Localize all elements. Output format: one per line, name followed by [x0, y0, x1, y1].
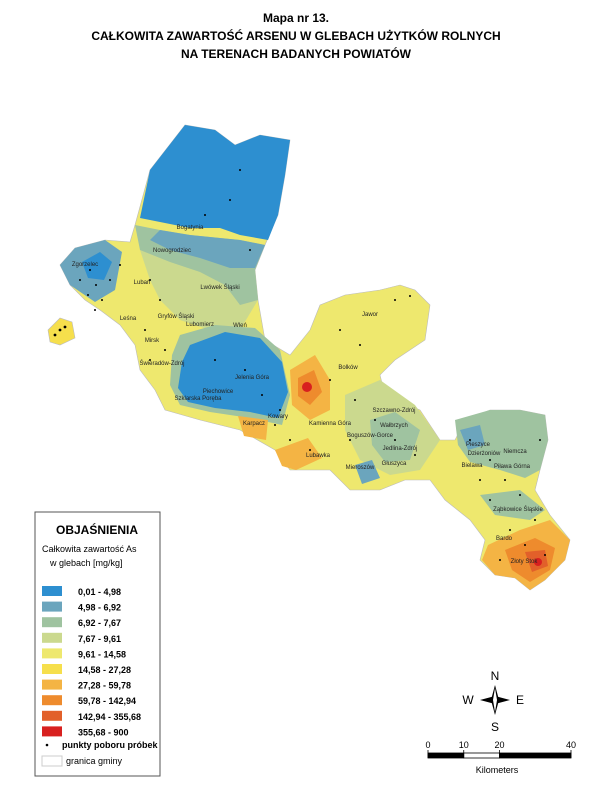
place-label: Mirsk	[145, 338, 160, 344]
scale-segment	[427, 752, 465, 759]
place-label: Wałbrzych	[380, 423, 408, 429]
place-label: Lubań	[134, 280, 151, 286]
place-label: Jawor	[362, 312, 378, 318]
scale-tick-label: 10	[459, 740, 469, 750]
compass-label: S	[491, 720, 499, 734]
map-area	[47, 124, 571, 591]
legend-swatch	[42, 679, 62, 690]
place-label: Złoty Stok	[511, 559, 539, 565]
place-label: Pieszyce	[466, 442, 491, 448]
region	[150, 230, 265, 268]
place-label: Lwówek Śląski	[200, 283, 239, 291]
region	[140, 250, 258, 330]
region	[275, 438, 322, 470]
place-label: Bogatynia	[177, 225, 204, 231]
scale-tick-label: 40	[566, 740, 576, 750]
scale-bar: Kilometers 0 10 20 40	[425, 740, 576, 775]
scale-unit: Kilometers	[476, 765, 519, 775]
region	[140, 125, 290, 240]
place-label: Lubawka	[306, 453, 331, 459]
place-label: Bardo	[496, 536, 513, 542]
place-label: Lubomierz	[186, 322, 214, 328]
place-label: Głuszyca	[382, 461, 407, 467]
legend-label: 7,67 - 9,61	[78, 634, 121, 644]
region	[47, 317, 76, 346]
place-label: Szczawno-Zdrój	[372, 408, 415, 414]
region	[370, 412, 420, 462]
legend-swatch	[42, 632, 62, 643]
place-label: Leśna	[120, 316, 137, 322]
place-label: Karpacz	[243, 421, 265, 427]
legend-swatch	[42, 648, 62, 659]
place-label: Piława Górna	[494, 464, 531, 470]
compass-label: W	[462, 693, 474, 707]
title-line: CAŁKOWITA ZAWARTOŚĆ ARSENU W GLEBACH UŻY…	[91, 28, 500, 43]
place-label: Boguszów-Gorce	[347, 433, 394, 439]
region	[355, 460, 380, 484]
place-label: Dzierżoniów	[468, 451, 501, 457]
place-label: Bolków	[338, 365, 358, 371]
legend-label: 0,01 - 4,98	[78, 587, 121, 597]
place-label: Piechowice	[203, 389, 234, 395]
legend-label: 27,28 - 59,78	[78, 681, 131, 691]
legend-label: 9,61 - 14,58	[78, 649, 126, 659]
region	[238, 416, 268, 440]
scale-segment	[463, 752, 500, 759]
region	[460, 425, 485, 450]
legend: OBJAŚNIENIA Całkowita zawartość As w gle…	[34, 511, 161, 777]
legend-boundary-symbol	[41, 755, 63, 767]
compass-label: N	[491, 669, 500, 683]
scale-segment	[499, 752, 572, 759]
scale-tick-label: 20	[494, 740, 504, 750]
place-label: Ząbkowice Śląskie	[493, 505, 543, 513]
place-label: Świeradów-Zdrój	[139, 359, 184, 367]
legend-swatch	[42, 695, 62, 706]
place-label: Jedlina-Zdrój	[383, 446, 418, 452]
place-label: Szklarska Poręba	[174, 396, 222, 402]
place-label: Bielawa	[461, 463, 483, 469]
legend-label: 59,78 - 142,94	[78, 696, 136, 706]
place-label: Jelenia Góra	[235, 375, 270, 381]
compass: N E S W	[462, 669, 524, 734]
scale-tick-label: 0	[425, 740, 430, 750]
legend-title: OBJAŚNIENIA	[56, 522, 138, 537]
legend-subtitle: w glebach [mg/kg]	[49, 558, 123, 568]
region	[480, 490, 545, 520]
legend-swatch	[42, 601, 62, 612]
place-label: Mieroszów	[346, 465, 375, 471]
compass-label: E	[516, 693, 524, 707]
legend-swatch	[42, 617, 62, 628]
place-label: Wleń	[233, 323, 247, 329]
region	[302, 382, 312, 392]
region	[82, 252, 112, 280]
sample-points	[53, 169, 546, 561]
legend-classes: 0,01 - 4,98 4,98 - 6,92 6,92 - 7,67 7,67 - …	[42, 586, 141, 737]
legend-label: 14,58 - 27,28	[78, 665, 131, 675]
legend-label: 355,68 - 900	[78, 727, 129, 737]
title-line: NA TERENACH BADANYCH POWIATÓW	[181, 46, 412, 61]
legend-label: 6,92 - 7,67	[78, 618, 121, 628]
legend-boundary: granica gminy	[66, 756, 123, 766]
legend-subtitle: Całkowita zawartość As	[42, 544, 137, 554]
place-label: Zgorzelec	[72, 262, 98, 268]
place-label: Kowary	[268, 414, 288, 420]
place-labels: Bogatynia Nowogrodziec Zgorzelec Lubań L…	[72, 225, 544, 565]
place-label: Nowogrodziec	[153, 248, 191, 254]
place-label: Gryfów Śląski	[158, 312, 195, 320]
place-label: Kamienna Góra	[309, 421, 352, 427]
place-label: Niemcza	[503, 449, 527, 455]
region	[534, 558, 542, 566]
legend-point-symbol	[45, 743, 49, 747]
legend-swatch	[42, 726, 62, 737]
legend-label: 142,94 - 355,68	[78, 712, 141, 722]
title-line: Mapa nr 13.	[263, 11, 329, 25]
legend-points: punkty poboru próbek	[62, 740, 158, 750]
legend-label: 4,98 - 6,92	[78, 603, 121, 613]
legend-swatch	[42, 586, 62, 596]
legend-swatch	[42, 664, 62, 674]
legend-swatch	[42, 710, 62, 721]
region	[178, 332, 288, 418]
